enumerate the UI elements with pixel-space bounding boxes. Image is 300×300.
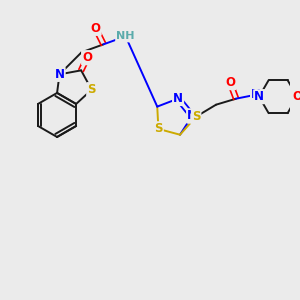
Text: O: O [292, 90, 300, 103]
Text: N: N [254, 90, 264, 103]
Text: O: O [91, 22, 100, 35]
Text: S: S [154, 122, 163, 135]
Text: N: N [251, 88, 261, 101]
Text: NH: NH [116, 31, 135, 41]
Text: O: O [82, 51, 92, 64]
Text: O: O [225, 76, 235, 89]
Text: S: S [192, 110, 200, 123]
Text: O: O [225, 76, 235, 89]
Text: N: N [55, 68, 64, 81]
Text: N: N [187, 110, 197, 122]
Text: N: N [55, 68, 64, 81]
Text: O: O [91, 22, 100, 35]
Text: N: N [254, 90, 264, 103]
Text: S: S [154, 122, 163, 135]
Text: N: N [187, 110, 197, 122]
Text: S: S [87, 83, 96, 96]
Text: N: N [251, 88, 261, 101]
Text: O: O [292, 90, 300, 103]
Text: S: S [87, 83, 96, 96]
Text: N: N [173, 92, 183, 105]
Text: O: O [82, 51, 92, 64]
Text: N: N [173, 92, 183, 105]
Text: S: S [192, 110, 200, 123]
Text: NH: NH [116, 31, 135, 41]
